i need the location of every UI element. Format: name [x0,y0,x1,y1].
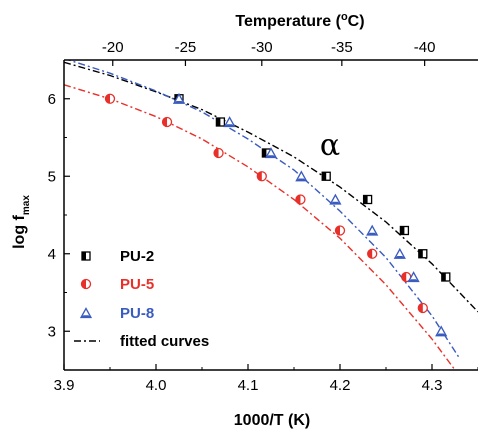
x-tick-label: 4.2 [330,377,351,394]
point-pu-8-fill [330,201,341,204]
point-pu-5-fill [401,272,407,282]
y-tick-label: 5 [48,168,56,185]
alpha-annotation: α [320,128,340,163]
point-pu-5-fill [367,249,373,259]
point-pu-5-fill [257,171,262,181]
legend-label-pu-8: PU-8 [120,305,154,322]
y-axis-title: log fmax [11,195,32,249]
point-pu-2-fill [363,195,368,204]
point-pu-2-fill [400,226,405,235]
top-tick-label: -40 [414,39,436,56]
point-pu-8-fill [408,279,419,282]
point-pu-2-fill [262,149,267,157]
point-pu-5-fill [162,117,168,127]
legend-label-fitted-curves: fitted curves [120,333,209,350]
point-pu-8-fill [367,232,378,235]
point-pu-5-fill [418,303,423,313]
point-pu-5-fill [335,226,340,235]
legend: PU-2 PU-5 PU-8 fitted curves [74,248,209,350]
top-axis-title: Temperature (oC) [235,11,364,30]
point-pu-8-fill [224,124,235,127]
top-tick-label: -30 [251,39,273,56]
point-pu-2-fill [418,249,423,258]
y-tick-label: 4 [48,246,56,263]
y-tick-label: 6 [48,91,56,108]
legend-marker-pu-2-fill [82,252,86,260]
point-pu-5-fill [295,195,301,204]
x-tick-label: 4.3 [422,377,443,394]
series-pu-5 [104,93,428,314]
point-pu-8-fill [436,333,447,336]
x-tick-label: 4.0 [146,377,167,394]
x-axis-title: 1000/T (K) [234,412,310,429]
point-pu-8-fill [174,101,184,104]
fitted-curve-pu-2 [64,61,478,313]
legend-marker-pu-5-fill [81,279,86,289]
top-tick-label: -25 [175,39,197,56]
point-pu-8-fill [296,178,307,181]
fitted-curve-pu-5 [64,84,456,370]
top-tick-label: -20 [102,39,124,56]
point-pu-8-fill [266,155,276,158]
point-pu-8-fill [394,256,405,259]
point-pu-5-fill [105,94,110,104]
top-tick-label: -35 [331,39,353,56]
x-tick-label: 4.1 [238,377,259,394]
series-pu-8 [172,92,448,337]
x-tick-label: 3.9 [54,377,75,394]
legend-marker-pu-8-fill [81,315,91,318]
point-pu-2-fill [441,273,446,281]
y-tick-label: 3 [48,323,56,340]
series-pu-2 [174,94,451,282]
axes-group: 3.9 4.0 4.1 4.2 4.3 3 4 5 6 -20 -25 -30 -35 -40 [48,39,478,394]
point-pu-5-fill [214,148,219,158]
point-pu-2-fill [322,172,327,181]
point-pu-2-fill [216,118,221,126]
legend-label-pu-2: PU-2 [120,248,154,265]
legend-label-pu-5: PU-5 [120,276,154,293]
markers-group [104,92,451,337]
